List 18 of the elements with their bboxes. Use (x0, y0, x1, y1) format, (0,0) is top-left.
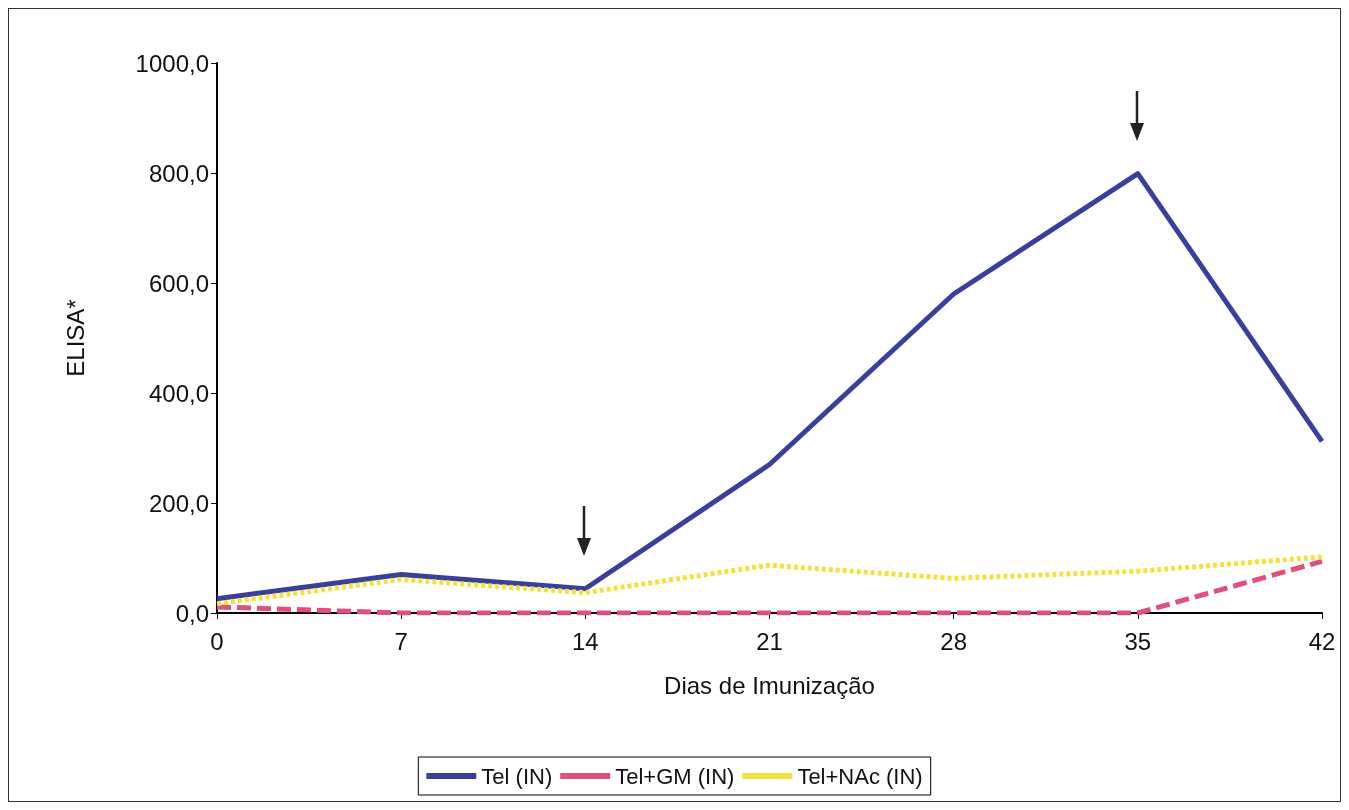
y-tick-label: 200,0 (148, 489, 209, 517)
x-tick-label: 7 (394, 627, 408, 655)
y-tick-label: 0,0 (175, 599, 209, 627)
x-tick-label: 28 (940, 627, 968, 655)
legend-label: Tel+NAc (IN) (797, 763, 923, 789)
y-tick-label: 800,0 (148, 159, 209, 187)
x-tick-label: 14 (571, 627, 599, 655)
x-tick-label: 0 (210, 627, 224, 655)
x-tick-label: 35 (1124, 627, 1152, 655)
y-tick-label: 1000,0 (135, 49, 209, 77)
x-tick-label: 42 (1308, 627, 1336, 655)
x-axis-title: Dias de Imunização (664, 671, 875, 699)
y-axis-title: ELISA* (61, 299, 89, 377)
x-tick-label: 21 (756, 627, 783, 655)
y-tick-label: 400,0 (148, 379, 209, 407)
legend-label: Tel+GM (IN) (615, 763, 735, 789)
y-tick-label: 600,0 (148, 269, 209, 297)
legend-label: Tel (IN) (481, 763, 553, 789)
